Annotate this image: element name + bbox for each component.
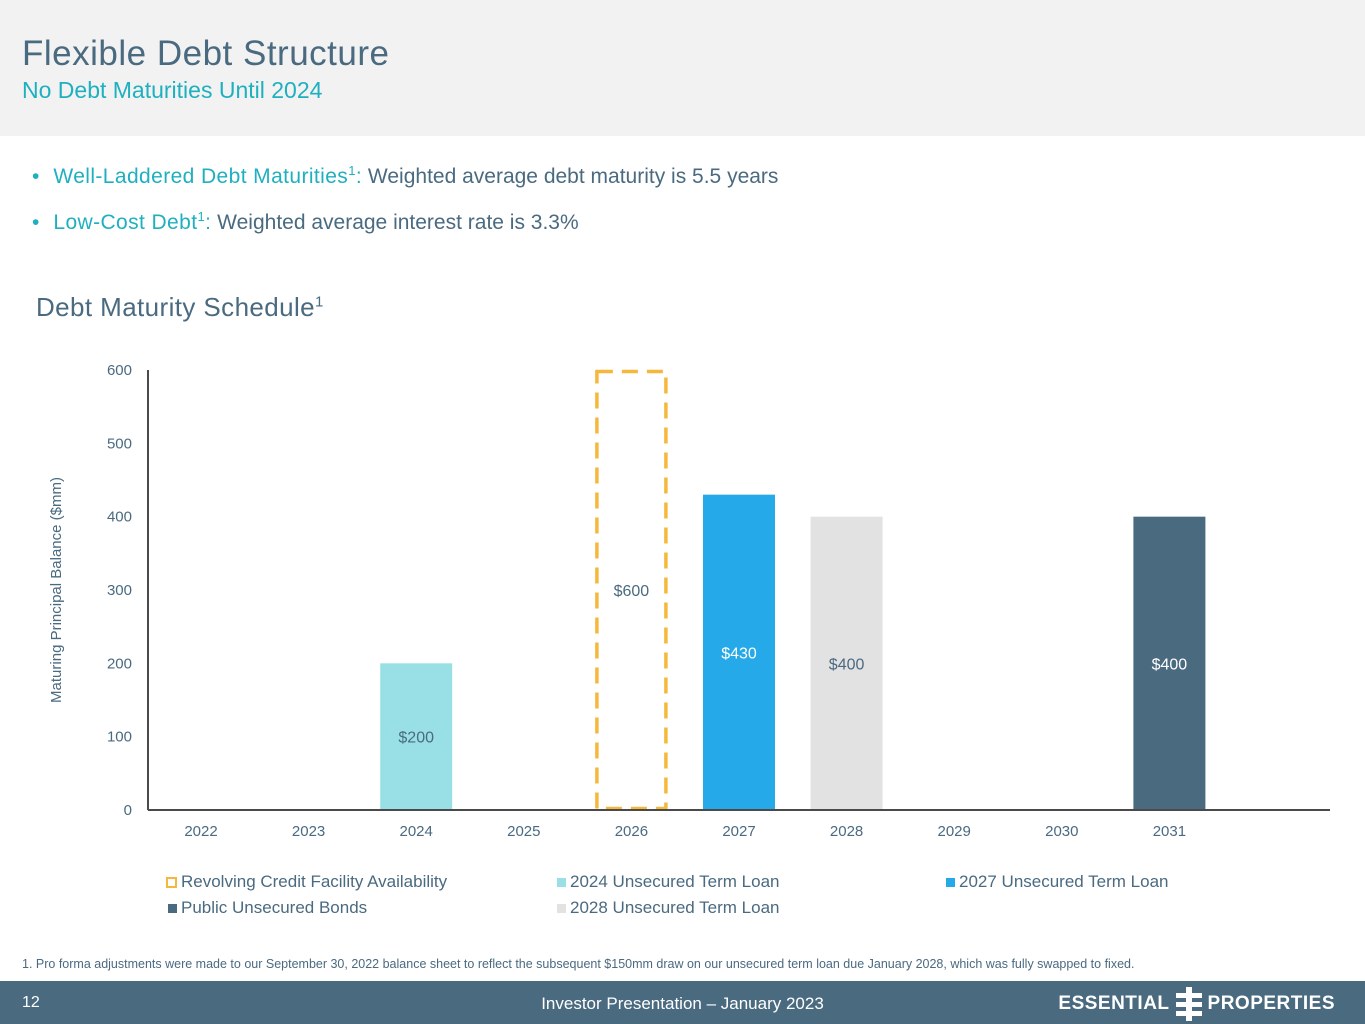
slide-header: Flexible Debt Structure No Debt Maturiti… bbox=[0, 0, 1365, 136]
footnote-ref: 1 bbox=[348, 163, 356, 178]
legend-swatch bbox=[946, 877, 955, 887]
footnote: 1. Pro forma adjustments were made to ou… bbox=[22, 957, 1135, 971]
legend-item-2024-loan: 2024 Unsecured Term Loan bbox=[557, 872, 780, 892]
legend-item-2028-loan: 2028 Unsecured Term Loan bbox=[557, 898, 780, 918]
bar bbox=[1133, 516, 1206, 810]
bar bbox=[380, 663, 453, 810]
y-tick-label: 600 bbox=[107, 362, 132, 379]
bar bbox=[703, 494, 775, 810]
x-tick-label: 2031 bbox=[1153, 823, 1186, 840]
bullet-low-cost: • Low-Cost Debt1: Weighted average intere… bbox=[32, 209, 579, 235]
x-tick-label: 2027 bbox=[722, 823, 755, 840]
bar-revolver-availability bbox=[595, 369, 668, 811]
bar-data-label: $200 bbox=[398, 730, 434, 747]
y-tick-label: 400 bbox=[107, 509, 132, 526]
legend-label: 2024 Unsecured Term Loan bbox=[570, 872, 780, 891]
x-tick-label: 2023 bbox=[292, 823, 325, 840]
y-tick-label: 200 bbox=[107, 655, 132, 672]
bar bbox=[810, 516, 883, 810]
legend-label: Public Unsecured Bonds bbox=[181, 898, 368, 917]
chart-title-text: Debt Maturity Schedule bbox=[36, 292, 316, 322]
y-tick-label: 500 bbox=[107, 435, 132, 452]
bullet-colon: : bbox=[205, 211, 212, 234]
x-tick-label: 2030 bbox=[1045, 823, 1078, 840]
bar-data-label: $430 bbox=[721, 645, 757, 662]
legend-swatch bbox=[166, 876, 177, 888]
bullet-lead: Well-Laddered Debt Maturities bbox=[53, 165, 349, 188]
y-tick-label: 0 bbox=[124, 802, 132, 819]
essential-properties-logo-icon bbox=[1175, 987, 1202, 1021]
bullet-maturities: • Well-Laddered Debt Maturities1: Weighte… bbox=[32, 163, 778, 189]
slide-title: Flexible Debt Structure bbox=[22, 34, 390, 73]
bullet-marker: • bbox=[32, 211, 40, 234]
legend-item-revolver: Revolving Credit Facility Availability bbox=[166, 872, 447, 892]
bullet-colon: : bbox=[355, 165, 363, 188]
bar-data-label: $400 bbox=[829, 656, 865, 673]
debt-maturity-chart: Maturing Principal Balance ($mm) 0 100 200 3… bbox=[48, 362, 1330, 840]
y-axis-label: Maturing Principal Balance ($mm) bbox=[48, 477, 65, 703]
legend-label: 2027 Unsecured Term Loan bbox=[959, 872, 1169, 891]
x-tick-label: 2026 bbox=[615, 823, 648, 840]
legend-label: 2028 Unsecured Term Loan bbox=[570, 898, 780, 917]
x-tick-label: 2029 bbox=[938, 823, 971, 840]
footer-text: Investor Presentation – January 2023 bbox=[541, 994, 824, 1013]
legend-swatch bbox=[557, 903, 566, 913]
footnote-ref: 1 bbox=[197, 209, 206, 224]
bullet-text: Weighted average interest rate is 3.3% bbox=[211, 211, 579, 234]
bullet-text: Weighted average debt maturity is 5.5 ye… bbox=[362, 165, 779, 188]
page-number: 12 bbox=[22, 994, 40, 1011]
logo-text-right: PROPERTIES bbox=[1207, 993, 1335, 1014]
slide-subtitle: No Debt Maturities Until 2024 bbox=[22, 77, 323, 103]
company-logo: ESSENTIAL PROPERTIES bbox=[1058, 987, 1335, 1021]
legend-item-bonds: Public Unsecured Bonds bbox=[168, 898, 367, 918]
bullet-marker: • bbox=[32, 165, 40, 188]
x-tick-label: 2022 bbox=[184, 823, 217, 840]
slide-footer: 12 Investor Presentation – January 2023 … bbox=[0, 981, 1365, 1024]
legend-swatch bbox=[557, 877, 566, 887]
footnote-ref: 1 bbox=[315, 293, 324, 311]
logo-text-left: ESSENTIAL bbox=[1058, 993, 1170, 1014]
x-tick-label: 2025 bbox=[507, 823, 540, 840]
bullet-lead: Low-Cost Debt bbox=[53, 211, 198, 234]
legend-item-2027-loan: 2027 Unsecured Term Loan bbox=[946, 872, 1169, 892]
bar-data-label: $600 bbox=[614, 583, 650, 600]
x-tick-label: 2028 bbox=[830, 823, 863, 840]
legend-swatch bbox=[168, 903, 177, 913]
y-tick-label: 100 bbox=[107, 729, 132, 746]
y-tick-label: 300 bbox=[107, 582, 132, 599]
chart-title: Debt Maturity Schedule1 bbox=[36, 292, 324, 323]
legend-label: Revolving Credit Facility Availability bbox=[181, 872, 448, 891]
bar-data-label: $400 bbox=[1152, 656, 1188, 673]
x-tick-label: 2024 bbox=[400, 823, 433, 840]
